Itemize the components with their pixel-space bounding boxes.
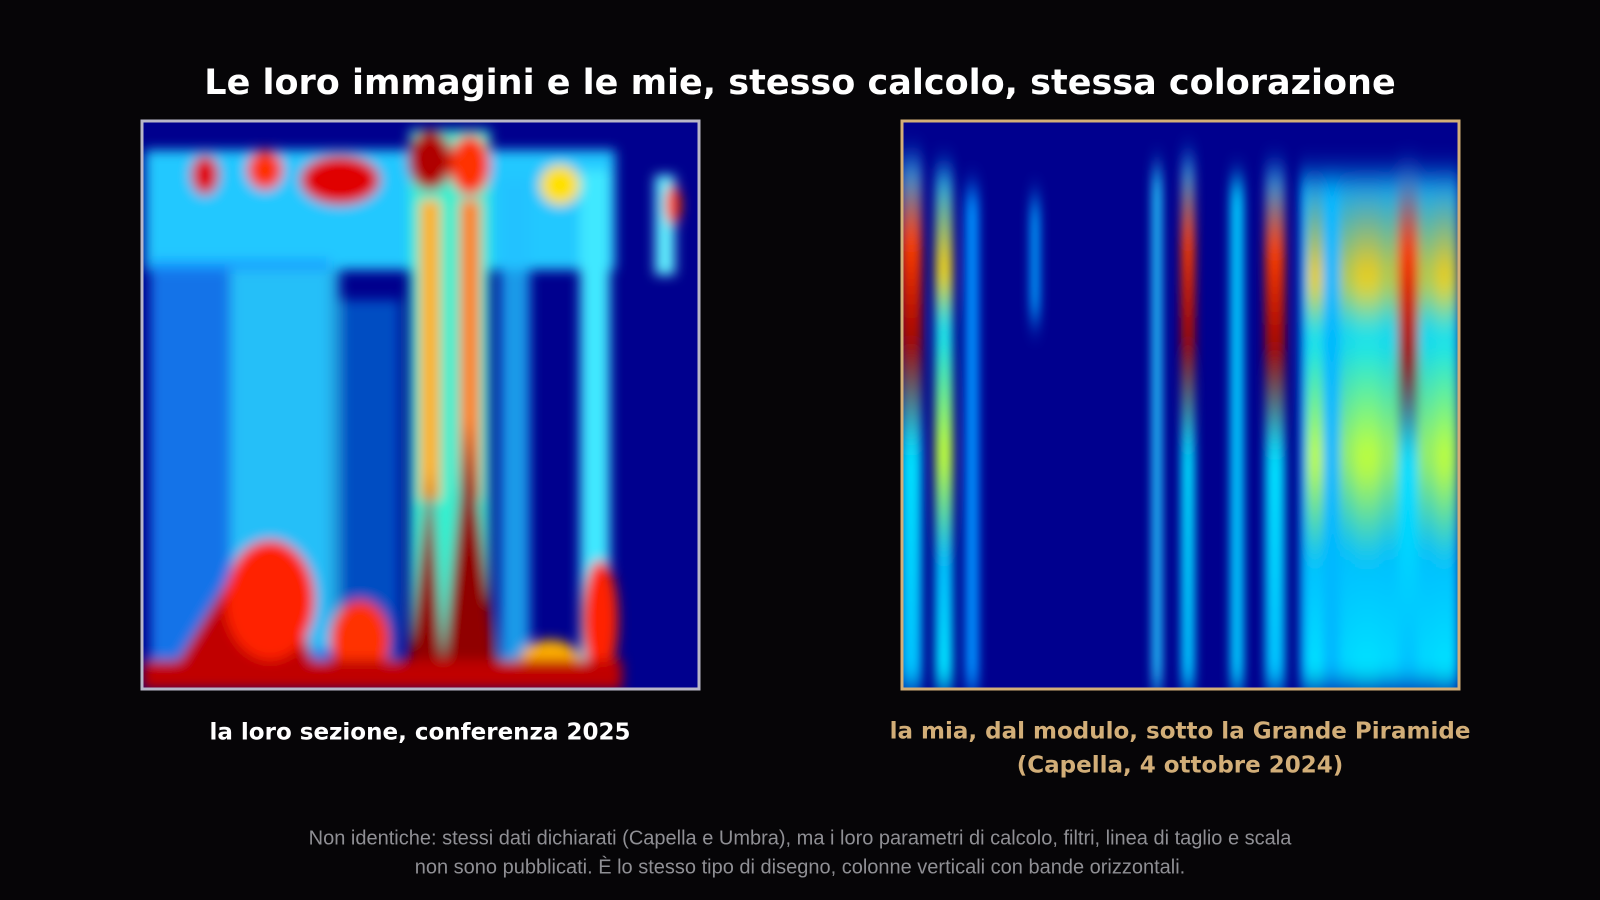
left-heatmap xyxy=(140,119,701,691)
right-caption: la mia, dal modulo, sotto la Grande Pira… xyxy=(890,719,1471,745)
slide-title: Le loro immagini e le mie, stesso calcol… xyxy=(204,63,1395,103)
right-heatmap xyxy=(900,119,1461,691)
footer-note: Non identiche: stessi dati dichiarati (C… xyxy=(309,827,1293,849)
right-caption: (Capella, 4 ottobre 2024) xyxy=(1017,753,1344,779)
footer-note: non sono pubblicati. È lo stesso tipo di… xyxy=(415,855,1185,878)
left-caption: la loro sezione, conferenza 2025 xyxy=(210,720,631,746)
